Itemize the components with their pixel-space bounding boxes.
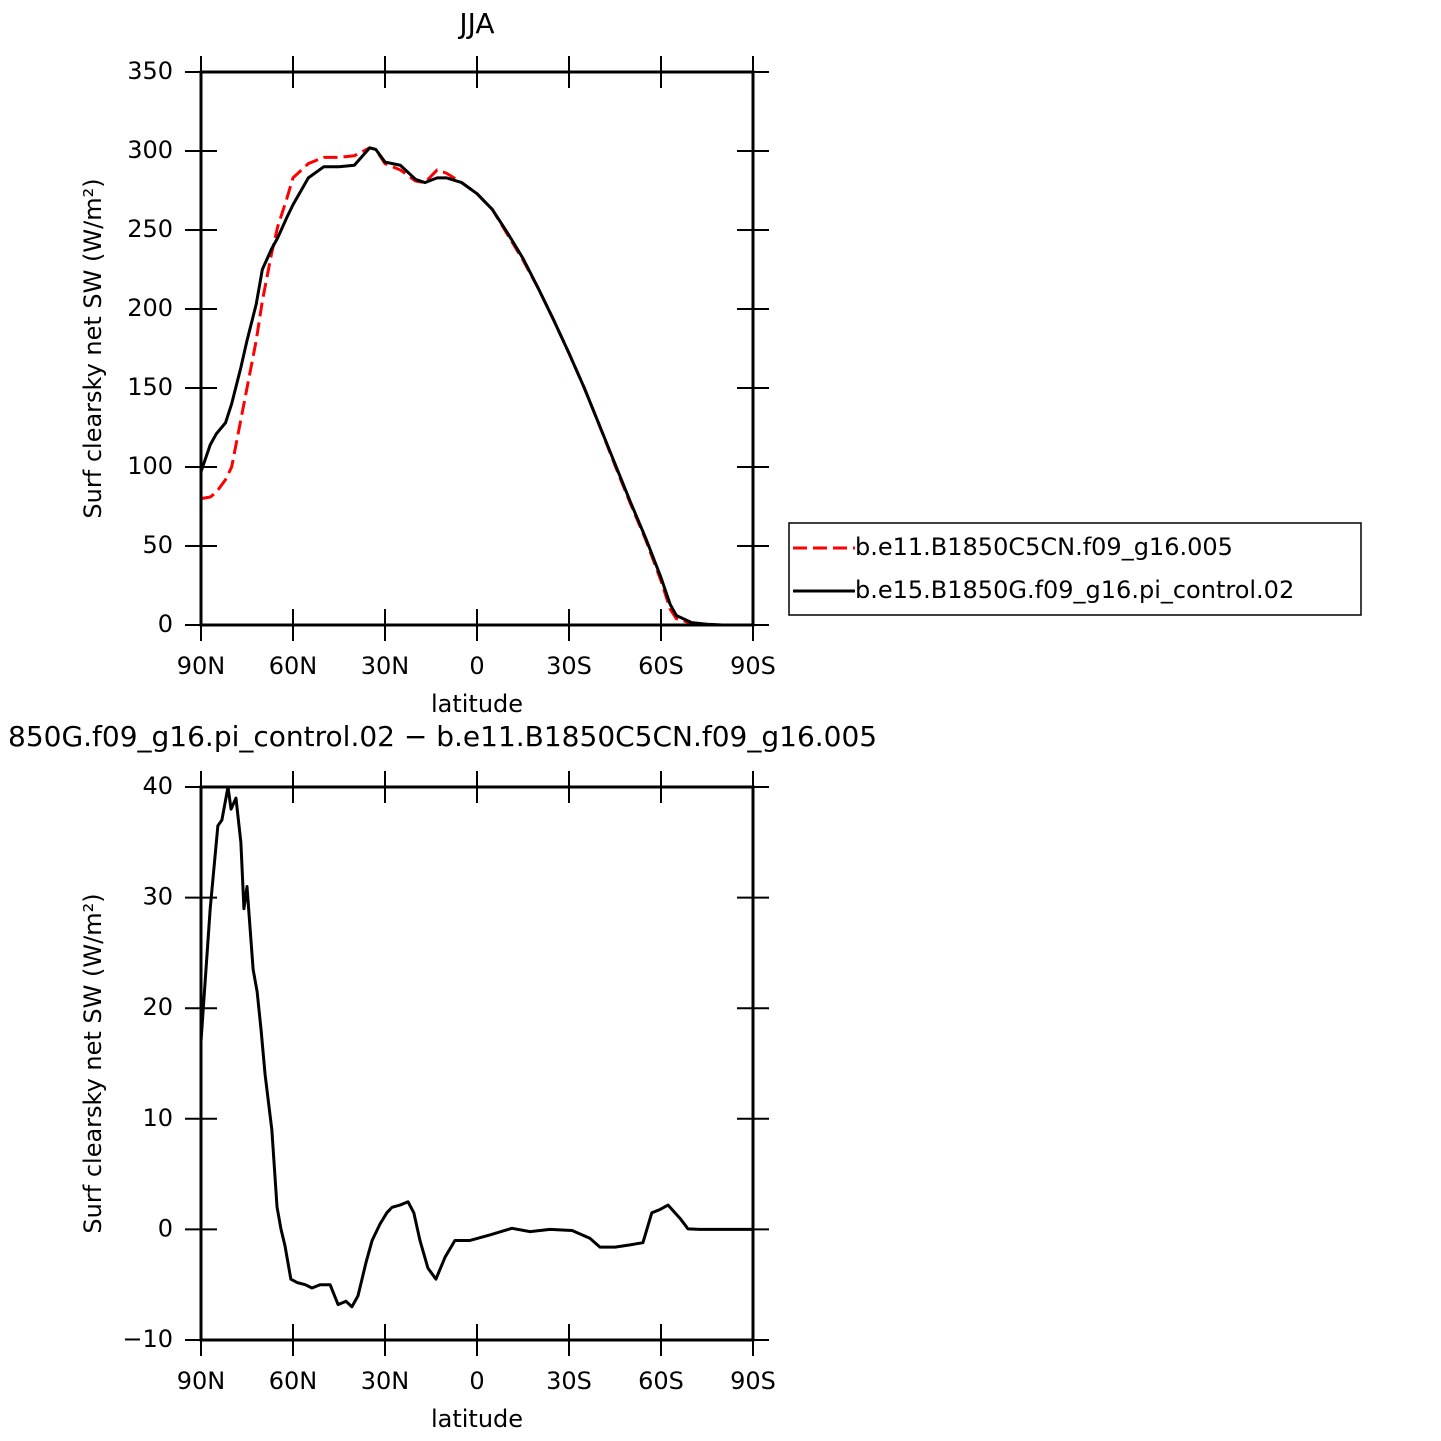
y-tick-label: 30 bbox=[142, 883, 173, 911]
y-tick-label: 50 bbox=[142, 531, 173, 559]
data-line bbox=[200, 146, 753, 627]
x-tick-label: 30N bbox=[361, 652, 410, 680]
legend-box bbox=[788, 522, 1362, 616]
x-tick-label: 60N bbox=[269, 1367, 318, 1395]
data-line bbox=[199, 785, 753, 1309]
x-tick-label: 30N bbox=[361, 1367, 410, 1395]
y-tick-label: 250 bbox=[127, 215, 173, 243]
x-tick-label: 60S bbox=[638, 652, 684, 680]
y-tick-label: 0 bbox=[158, 610, 173, 638]
y-tick-label: 200 bbox=[127, 294, 173, 322]
y-tick-label: 150 bbox=[127, 373, 173, 401]
y-tick-label: 100 bbox=[127, 452, 173, 480]
chart-title: JJA bbox=[457, 7, 494, 40]
x-tick-label: 30S bbox=[546, 652, 592, 680]
legend-label: b.e11.B1850C5CN.f09_g16.005 bbox=[855, 533, 1233, 561]
legend-label: b.e15.B1850G.f09_g16.pi_control.02 bbox=[855, 576, 1294, 604]
y-tick-label: 350 bbox=[127, 57, 173, 85]
x-tick-label: 90N bbox=[177, 652, 226, 680]
y-tick-label: 20 bbox=[142, 993, 173, 1021]
data-line bbox=[199, 146, 753, 627]
y-axis-label: Surf clearsky net SW (W/m²) bbox=[79, 893, 107, 1233]
y-tick-label: 0 bbox=[158, 1214, 173, 1242]
chart-title: 850G.f09_g16.pi_control.02 − b.e11.B1850… bbox=[8, 720, 877, 753]
y-tick-label: −10 bbox=[122, 1325, 173, 1353]
x-tick-label: 60N bbox=[269, 652, 318, 680]
x-tick-label: 90S bbox=[730, 1367, 776, 1395]
x-tick-label: 30S bbox=[546, 1367, 592, 1395]
y-tick-label: 10 bbox=[142, 1104, 173, 1132]
x-axis-label: latitude bbox=[431, 1405, 523, 1433]
x-tick-label: 90N bbox=[177, 1367, 226, 1395]
y-tick-label: 40 bbox=[142, 772, 173, 800]
x-tick-label: 0 bbox=[469, 652, 484, 680]
x-axis-label: latitude bbox=[431, 690, 523, 718]
x-tick-label: 90S bbox=[730, 652, 776, 680]
x-tick-label: 60S bbox=[638, 1367, 684, 1395]
x-tick-label: 0 bbox=[469, 1367, 484, 1395]
plot-frame bbox=[199, 70, 755, 627]
plot-frame bbox=[199, 785, 755, 1342]
y-tick-label: 300 bbox=[127, 136, 173, 164]
y-axis-label: Surf clearsky net SW (W/m²) bbox=[79, 178, 107, 518]
